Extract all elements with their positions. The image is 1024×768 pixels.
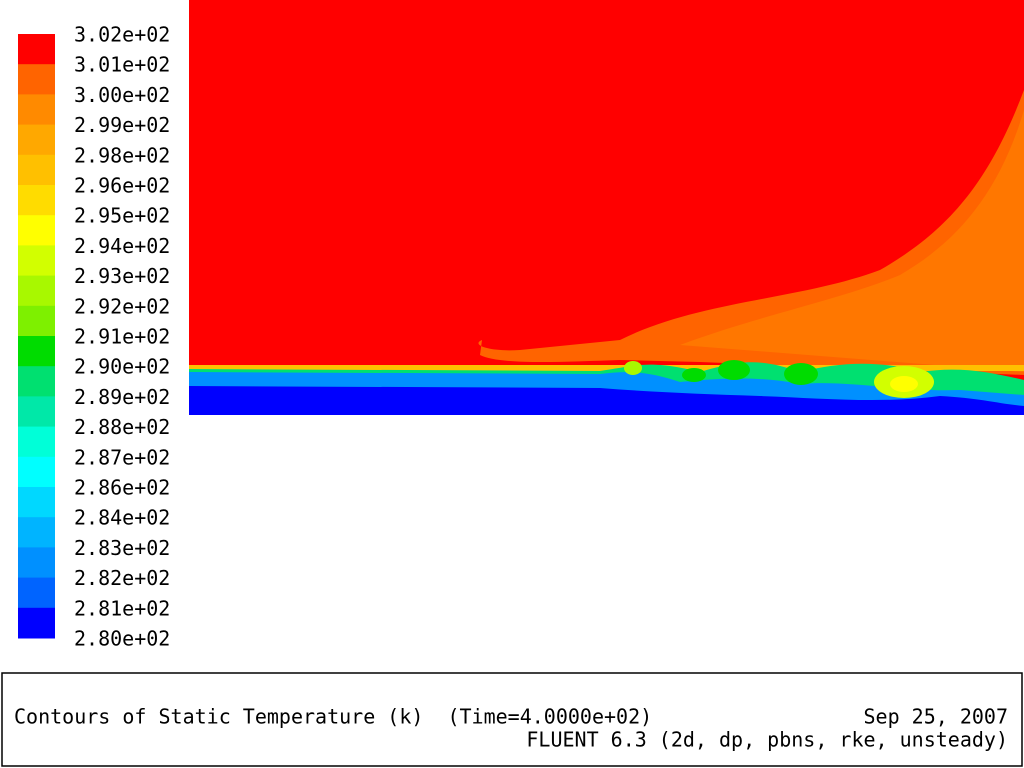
cold-layer — [189, 386, 1024, 415]
colorbar-swatch — [18, 64, 55, 95]
colorbar-swatch — [18, 456, 55, 488]
vortex — [718, 360, 750, 380]
footer-title: Contours of Static Temperature (k) (Time… — [14, 705, 652, 729]
colorbar-swatch — [18, 154, 55, 186]
colorbar-label: 3.01e+02 — [74, 53, 170, 77]
vortex-core — [890, 376, 918, 392]
colorbar-swatch — [18, 517, 55, 548]
colorbar-label: 2.80e+02 — [74, 627, 170, 651]
colorbar-label: 2.91e+02 — [74, 325, 170, 349]
colorbar-swatch — [18, 547, 55, 579]
colorbar-swatch — [18, 94, 55, 126]
colorbar-label: 2.88e+02 — [74, 415, 170, 439]
colorbar-swatch — [18, 577, 55, 609]
colorbar: 3.02e+02 3.01e+02 3.00e+02 2.99e+02 2.98e+02… — [18, 23, 170, 651]
colorbar-swatch — [18, 336, 55, 367]
colorbar-swatch — [18, 426, 55, 458]
colorbar-label: 2.95e+02 — [74, 204, 170, 228]
colorbar-swatch — [18, 215, 55, 246]
colorbar-swatch — [18, 275, 55, 307]
colorbar-label: 2.83e+02 — [74, 536, 170, 560]
colorbar-swatch — [18, 366, 55, 397]
footer-box — [1, 672, 1023, 767]
colorbar-label: 3.02e+02 — [74, 23, 170, 47]
colorbar-swatch — [18, 305, 55, 337]
colorbar-label: 2.87e+02 — [74, 445, 170, 469]
mixing-layer — [189, 365, 1024, 371]
colorbar-swatch — [18, 396, 55, 428]
colorbar-swatch — [18, 607, 55, 639]
colorbar-label: 2.99e+02 — [74, 113, 170, 137]
colorbar-label: 2.84e+02 — [74, 506, 170, 530]
colorbar-label: 2.92e+02 — [74, 294, 170, 318]
footer-version: FLUENT 6.3 (2d, dp, pbns, rke, unsteady) — [526, 728, 1008, 752]
colorbar-label: 2.96e+02 — [74, 174, 170, 198]
colorbar-label: 2.89e+02 — [74, 385, 170, 409]
footer-date: Sep 25, 2007 — [864, 705, 1009, 729]
vortex — [784, 363, 818, 385]
vortex — [682, 368, 706, 382]
colorbar-swatch — [18, 124, 55, 156]
colorbar-label: 2.94e+02 — [74, 234, 170, 258]
colorbar-swatch — [18, 487, 55, 518]
colorbar-swatch — [18, 245, 55, 277]
colorbar-label: 2.90e+02 — [74, 355, 170, 379]
warm-plume-inner — [680, 110, 1024, 372]
colorbar-label: 2.93e+02 — [74, 264, 170, 288]
colorbar-label: 2.98e+02 — [74, 143, 170, 167]
colorbar-swatch — [18, 185, 55, 216]
colorbar-label: 2.81e+02 — [74, 596, 170, 620]
colorbar-label: 2.82e+02 — [74, 566, 170, 590]
colorbar-label: 3.00e+02 — [74, 83, 170, 107]
colorbar-label: 2.86e+02 — [74, 476, 170, 500]
vortex — [624, 361, 642, 375]
contour-field — [189, 0, 1024, 415]
colorbar-swatch — [18, 34, 55, 65]
